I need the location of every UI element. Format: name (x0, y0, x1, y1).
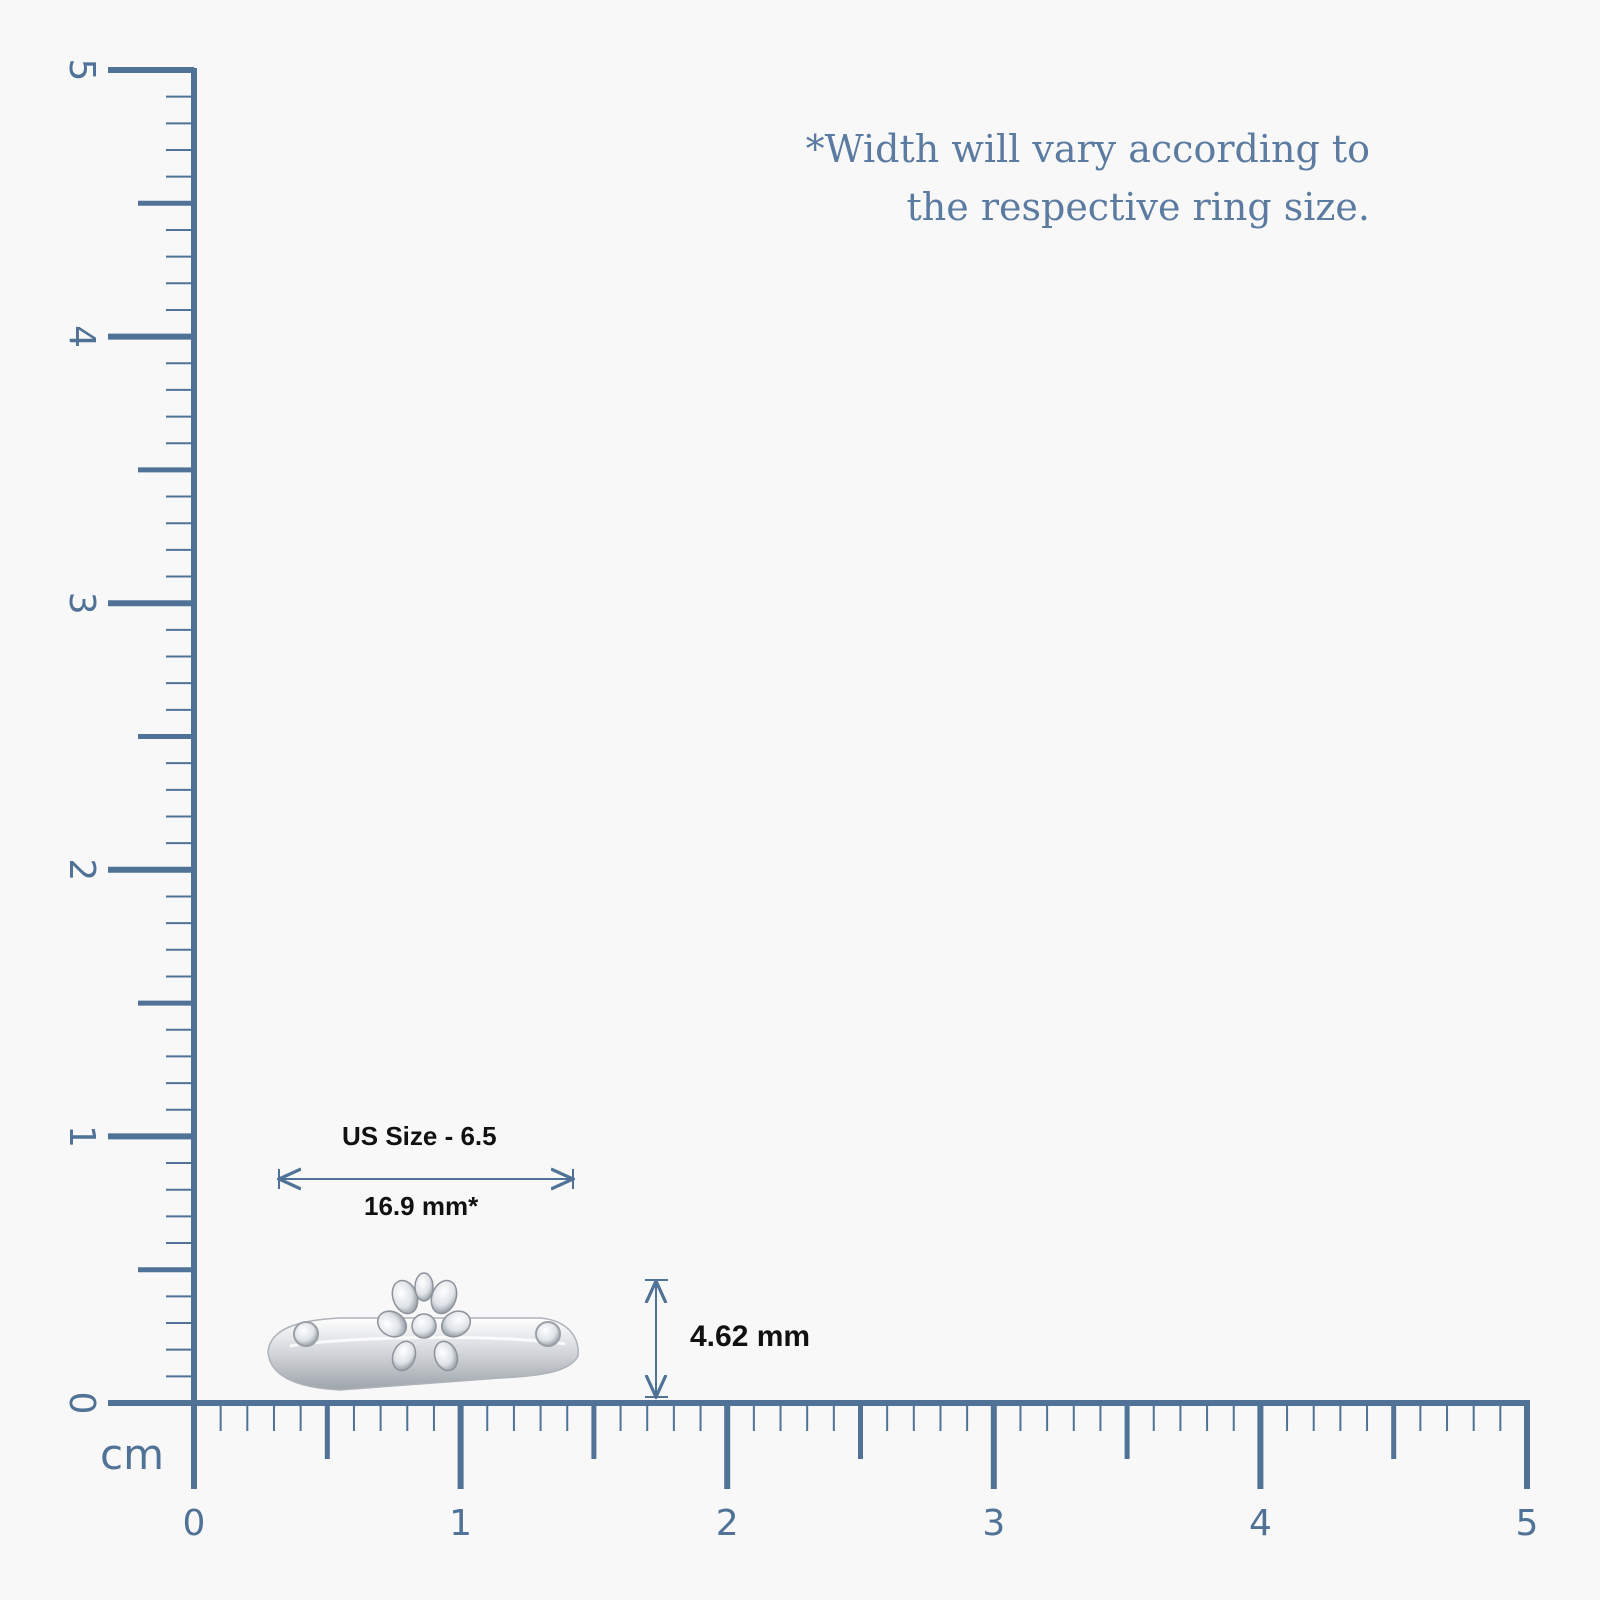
width-dimension-arrow (279, 1169, 573, 1189)
vertical-ruler (108, 67, 197, 1406)
ruler-x-label: 1 (449, 1503, 472, 1544)
note-line-1: *Width will vary according to (805, 127, 1370, 171)
horizontal-ruler (191, 1400, 1530, 1489)
height-dimension-arrow (645, 1279, 668, 1397)
ruler-y-label: 5 (61, 59, 102, 82)
ruler-x-label: 2 (716, 1503, 739, 1544)
ruler-x-label: 3 (982, 1503, 1005, 1544)
ring-image (267, 1272, 579, 1391)
ruler-y-label: 3 (61, 592, 102, 615)
ruler-x-label: 4 (1249, 1503, 1272, 1544)
ruler-y-label: 4 (61, 325, 102, 348)
ruler-x-label: 5 (1516, 1503, 1539, 1544)
height-measurement-label: 4.62 mm (690, 1320, 811, 1353)
ring-size-note: *Width will vary according to the respec… (670, 120, 1370, 236)
width-measurement-label: 16.9 mm* (364, 1191, 479, 1221)
ruler-y-label: 2 (61, 858, 102, 881)
vertical-ruler-labels: 0 1 2 3 4 5 (61, 59, 102, 1415)
ruler-y-label: 1 (61, 1125, 102, 1148)
ring-size-label: US Size - 6.5 (342, 1121, 497, 1151)
note-line-2: the respective ring size. (906, 185, 1370, 229)
ruler-y-label: 0 (61, 1392, 102, 1415)
unit-label: cm (100, 1430, 165, 1479)
horizontal-ruler-labels: 0 1 2 3 4 5 (183, 1503, 1539, 1544)
ruler-x-label: 0 (183, 1503, 206, 1544)
